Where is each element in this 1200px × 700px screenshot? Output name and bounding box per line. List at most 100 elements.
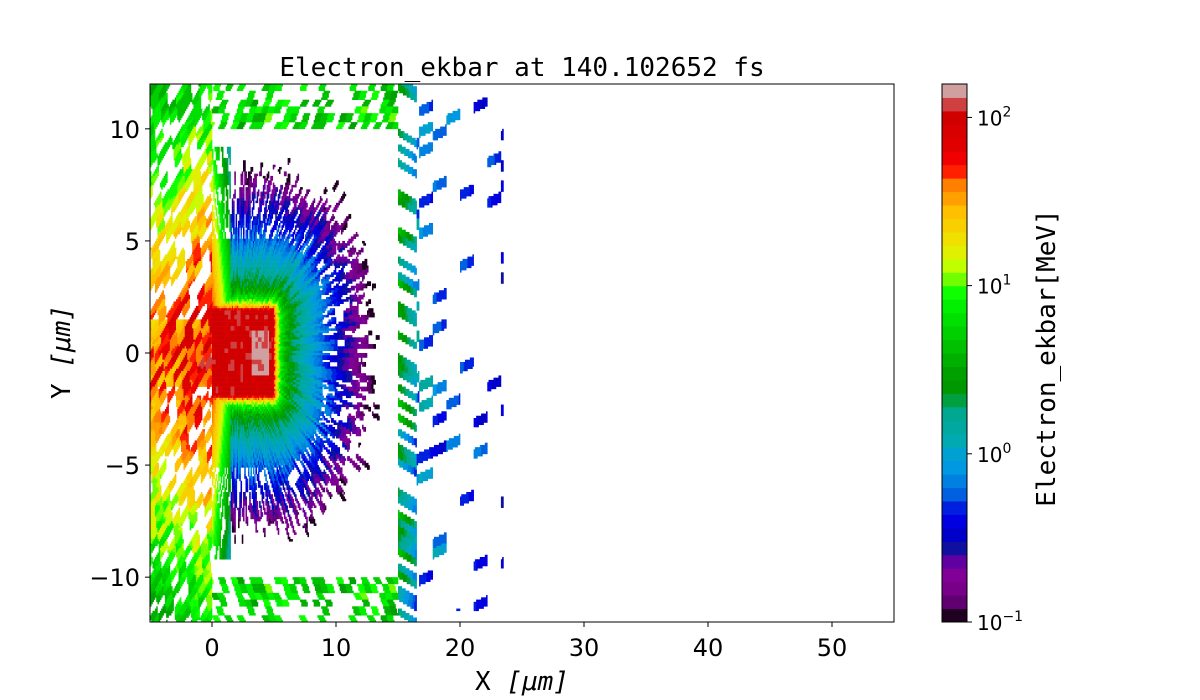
heatmap-cell — [250, 267, 252, 271]
heatmap-cell — [293, 261, 301, 264]
heatmap-cell — [171, 113, 178, 116]
heatmap-cell — [345, 115, 353, 118]
heatmap-cell — [250, 285, 252, 289]
heatmap-cell — [358, 265, 363, 269]
heatmap-cell — [282, 119, 290, 123]
heatmap-cell — [398, 157, 400, 161]
heatmap-cell — [467, 256, 474, 260]
heatmap-cell — [355, 283, 360, 287]
heatmap-cell — [249, 234, 251, 237]
heatmap-cell — [239, 193, 241, 197]
heatmap-cell — [287, 287, 290, 291]
heatmap-cell — [233, 249, 235, 253]
heatmap-cell — [243, 243, 248, 246]
heatmap-cell — [352, 258, 355, 262]
heatmap-cell — [274, 108, 281, 112]
heatmap-cell — [169, 265, 172, 269]
heatmap-cell — [265, 294, 267, 298]
heatmap-cell — [402, 261, 407, 264]
heatmap-cell — [243, 205, 245, 208]
heatmap-cell — [267, 296, 270, 300]
heatmap-cell — [269, 247, 275, 251]
heatmap-cell — [256, 240, 259, 244]
heatmap-cell — [360, 247, 364, 251]
heatmap-cell — [182, 124, 189, 127]
heatmap-cell — [188, 124, 193, 127]
heatmap-cell — [301, 122, 308, 125]
heatmap-cell — [277, 292, 281, 296]
heatmap-cell — [250, 258, 252, 262]
heatmap-cell — [244, 249, 246, 253]
heatmap-cell — [412, 283, 420, 287]
heatmap-cell — [421, 196, 431, 199]
heatmap-cell — [210, 231, 213, 235]
heatmap-cell — [319, 196, 322, 199]
heatmap-cell — [159, 303, 166, 307]
heatmap-cell — [324, 274, 329, 278]
heatmap-cell — [243, 164, 246, 168]
heatmap-cell — [307, 234, 311, 237]
heatmap-cell — [177, 193, 179, 197]
heatmap-cell — [228, 290, 230, 293]
heatmap-cell — [208, 144, 213, 148]
heatmap-cell — [192, 124, 197, 127]
heatmap-cell — [229, 162, 231, 165]
heatmap-cell — [214, 207, 217, 210]
heatmap-cell — [150, 189, 153, 192]
heatmap-cell — [398, 196, 400, 199]
heatmap-cell — [321, 279, 324, 282]
heatmap-cell — [230, 220, 234, 224]
heatmap-cell — [247, 287, 250, 291]
heatmap-cell — [307, 216, 312, 219]
heatmap-cell — [225, 258, 228, 262]
heatmap-cell — [282, 296, 285, 300]
heatmap-cell — [228, 301, 230, 304]
heatmap-cell — [286, 272, 293, 275]
heatmap-cell — [311, 294, 314, 298]
heatmap-cell — [313, 263, 316, 266]
heatmap-cell — [243, 245, 245, 248]
heatmap-cell — [168, 198, 171, 201]
heatmap-cell — [199, 86, 207, 89]
heatmap-cell — [261, 249, 264, 253]
heatmap-cell — [355, 274, 362, 278]
heatmap-cell — [349, 247, 357, 251]
heatmap-cell — [230, 285, 233, 289]
heatmap-cell — [251, 252, 254, 255]
heatmap-cell — [213, 198, 215, 201]
heatmap-cell — [264, 222, 267, 226]
heatmap-cell — [157, 135, 163, 139]
heatmap-cell — [152, 214, 156, 217]
heatmap-cell — [267, 285, 272, 289]
heatmap-cell — [225, 294, 228, 298]
heatmap-cell — [223, 283, 225, 287]
heatmap-cell — [198, 301, 200, 304]
heatmap-cell — [409, 95, 414, 98]
heatmap-cell — [433, 180, 437, 183]
heatmap-cell — [407, 155, 411, 159]
heatmap-cell — [213, 196, 215, 199]
heatmap-cell — [213, 301, 215, 304]
heatmap-cell — [288, 279, 291, 282]
heatmap-cell — [244, 299, 246, 302]
heatmap-cell — [247, 92, 255, 96]
heatmap-cell — [478, 99, 488, 103]
heatmap-cell — [244, 256, 246, 260]
heatmap-cell — [281, 283, 283, 287]
heatmap-cell — [281, 263, 283, 266]
heatmap-cell — [261, 236, 264, 239]
heatmap-cell — [236, 236, 239, 239]
heatmap-cell — [162, 124, 164, 127]
heatmap-cell — [274, 254, 276, 257]
heatmap-cell — [275, 267, 279, 271]
heatmap-cell — [261, 222, 264, 226]
heatmap-cell — [287, 162, 290, 165]
heatmap-cell — [259, 245, 262, 248]
heatmap-cell — [219, 272, 223, 275]
heatmap-cell — [252, 287, 255, 291]
heatmap-cell — [267, 265, 270, 269]
heatmap-cell — [350, 122, 358, 125]
heatmap-cell — [285, 261, 288, 264]
heatmap-cell — [354, 285, 360, 289]
heatmap-cell — [221, 202, 224, 206]
